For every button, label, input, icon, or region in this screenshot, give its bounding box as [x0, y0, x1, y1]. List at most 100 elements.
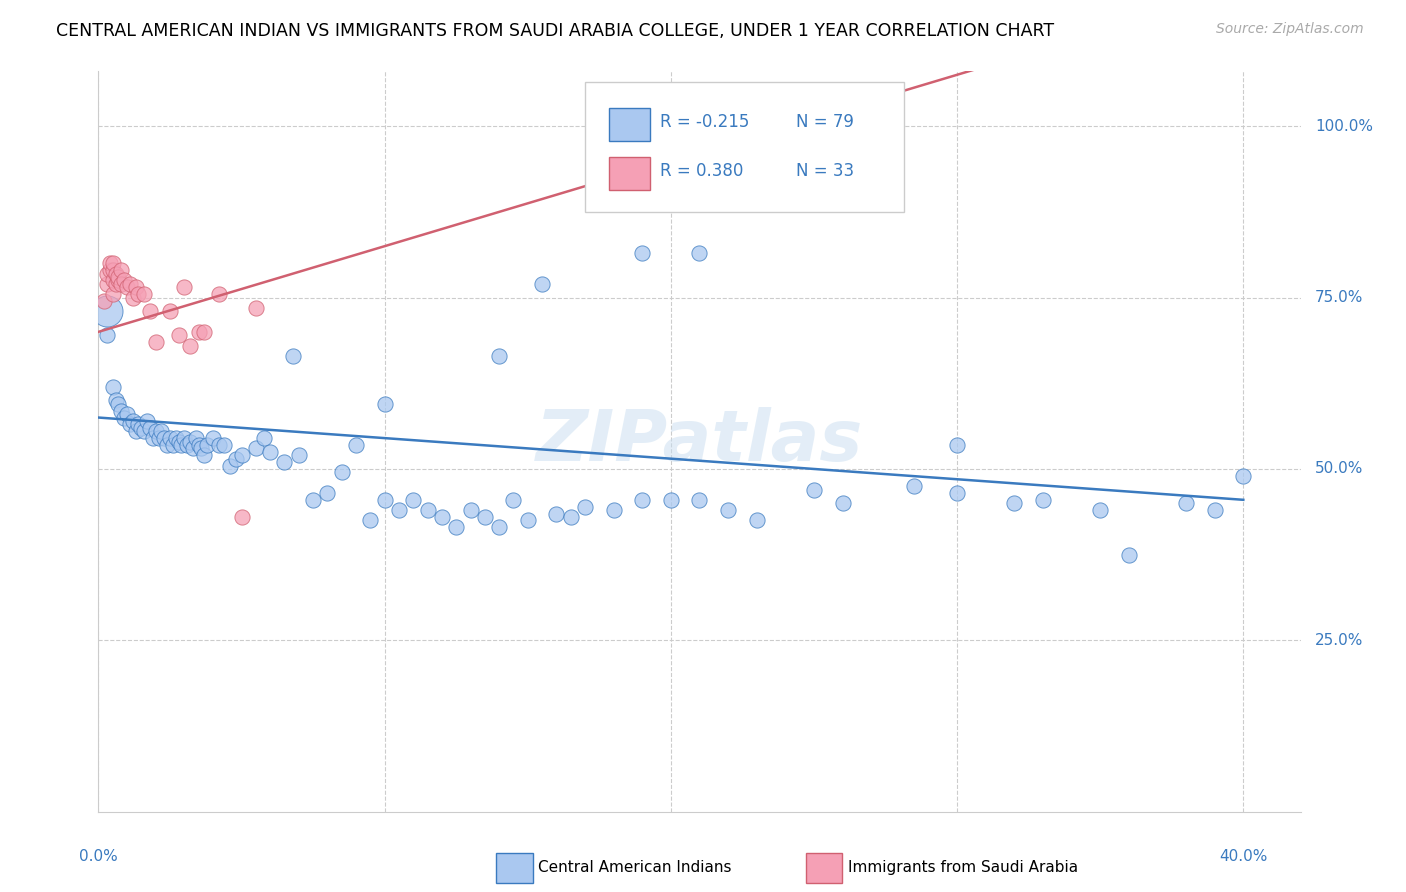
Point — [121, 291, 143, 305]
FancyBboxPatch shape — [609, 157, 650, 190]
Point — [208, 438, 231, 452]
Point — [946, 438, 969, 452]
Point — [104, 277, 127, 291]
Point — [118, 417, 141, 432]
Point — [803, 483, 825, 497]
Point — [96, 277, 118, 291]
Point — [181, 442, 204, 456]
Point — [136, 414, 159, 428]
Point — [173, 280, 195, 294]
Point — [93, 293, 115, 308]
Point — [302, 492, 325, 507]
Point — [115, 407, 138, 421]
FancyBboxPatch shape — [609, 109, 650, 141]
Text: Immigrants from Saudi Arabia: Immigrants from Saudi Arabia — [848, 861, 1078, 875]
Point — [153, 431, 176, 445]
Point — [115, 280, 138, 294]
Point — [488, 349, 510, 363]
Point — [195, 438, 218, 452]
Text: 50.0%: 50.0% — [1315, 461, 1364, 476]
Point — [281, 349, 304, 363]
Point — [253, 431, 276, 445]
Point — [173, 431, 195, 445]
Point — [184, 431, 207, 445]
Point — [96, 304, 118, 318]
Point — [139, 304, 162, 318]
Point — [245, 301, 267, 315]
Point — [118, 277, 141, 291]
Point — [359, 513, 381, 527]
Point — [167, 434, 190, 449]
Point — [110, 403, 132, 417]
Point — [717, 503, 740, 517]
Point — [444, 520, 467, 534]
Point — [187, 438, 209, 452]
Point — [124, 280, 146, 294]
Point — [1002, 496, 1025, 510]
Point — [179, 434, 201, 449]
Point — [1232, 468, 1254, 483]
Point — [374, 397, 396, 411]
Point — [170, 438, 193, 452]
Text: R = -0.215: R = -0.215 — [659, 112, 749, 131]
Text: 75.0%: 75.0% — [1315, 290, 1364, 305]
Point — [201, 431, 224, 445]
Point — [190, 442, 212, 456]
Point — [430, 510, 453, 524]
Point — [574, 500, 596, 514]
Point — [1175, 496, 1198, 510]
Point — [98, 256, 121, 270]
Point — [231, 448, 253, 462]
Point — [145, 424, 167, 438]
Point — [101, 287, 124, 301]
Point — [162, 438, 184, 452]
Text: 25.0%: 25.0% — [1315, 632, 1364, 648]
Point — [112, 273, 135, 287]
Point — [128, 287, 150, 301]
Point — [560, 510, 582, 524]
Point — [101, 263, 124, 277]
Point — [631, 246, 654, 260]
Point — [107, 270, 129, 285]
Point — [139, 421, 162, 435]
Text: N = 79: N = 79 — [796, 112, 853, 131]
Point — [516, 513, 538, 527]
Text: N = 33: N = 33 — [796, 161, 853, 179]
Text: 40.0%: 40.0% — [1219, 849, 1267, 864]
Point — [134, 424, 156, 438]
Point — [831, 496, 853, 510]
Text: Source: ZipAtlas.com: Source: ZipAtlas.com — [1216, 22, 1364, 37]
Point — [488, 520, 510, 534]
Point — [101, 380, 124, 394]
Point — [1204, 503, 1226, 517]
Point — [98, 263, 121, 277]
Point — [1032, 492, 1054, 507]
Point — [104, 393, 127, 408]
Point — [165, 431, 187, 445]
Point — [231, 510, 253, 524]
Point — [745, 513, 768, 527]
Point — [602, 503, 624, 517]
Point — [96, 328, 118, 343]
Point — [330, 466, 353, 480]
Text: ZIPatlas: ZIPatlas — [536, 407, 863, 476]
Point — [107, 273, 129, 287]
Point — [104, 267, 127, 281]
Point — [124, 424, 146, 438]
Point — [150, 424, 173, 438]
Point — [145, 335, 167, 350]
Point — [148, 431, 170, 445]
Point — [344, 438, 367, 452]
Point — [631, 492, 654, 507]
Point — [219, 458, 242, 473]
FancyBboxPatch shape — [585, 82, 904, 212]
Text: 100.0%: 100.0% — [1315, 119, 1372, 134]
Point — [316, 486, 339, 500]
Point — [659, 492, 682, 507]
Text: Central American Indians: Central American Indians — [538, 861, 733, 875]
Text: 0.0%: 0.0% — [79, 849, 118, 864]
Point — [388, 503, 411, 517]
Point — [208, 287, 231, 301]
Point — [134, 287, 156, 301]
Point — [214, 438, 236, 452]
